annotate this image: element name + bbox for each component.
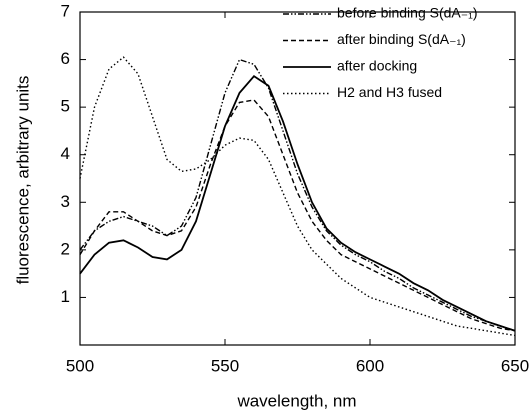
y-tick-label: 6 <box>61 49 70 68</box>
series-line <box>79 75 516 332</box>
x-axis-title: wavelength, nm <box>236 391 356 410</box>
x-tick-label: 600 <box>356 356 384 375</box>
series-line <box>79 58 516 332</box>
legend-label: after binding S(dA₋₁) <box>337 31 466 47</box>
y-tick-label: 5 <box>61 97 70 116</box>
y-tick-label: 1 <box>61 287 70 306</box>
y-tick-label: 7 <box>61 1 70 20</box>
legend-label: before binding S(dA₋₁) <box>337 5 478 21</box>
plot-frame <box>79 11 516 346</box>
x-tick-label: 550 <box>211 356 239 375</box>
legend-label: after docking <box>337 58 417 74</box>
y-tick-label: 2 <box>61 239 70 258</box>
x-tick-label: 650 <box>501 356 529 375</box>
x-tick-label: 500 <box>66 356 94 375</box>
legend-label: H2 and H3 fused <box>337 84 442 100</box>
y-tick-label: 3 <box>61 192 70 211</box>
series-line <box>79 56 516 337</box>
y-tick-label: 4 <box>61 144 70 163</box>
y-axis-title: fluorescence, arbitrary units <box>13 76 32 285</box>
series-line <box>79 99 516 332</box>
